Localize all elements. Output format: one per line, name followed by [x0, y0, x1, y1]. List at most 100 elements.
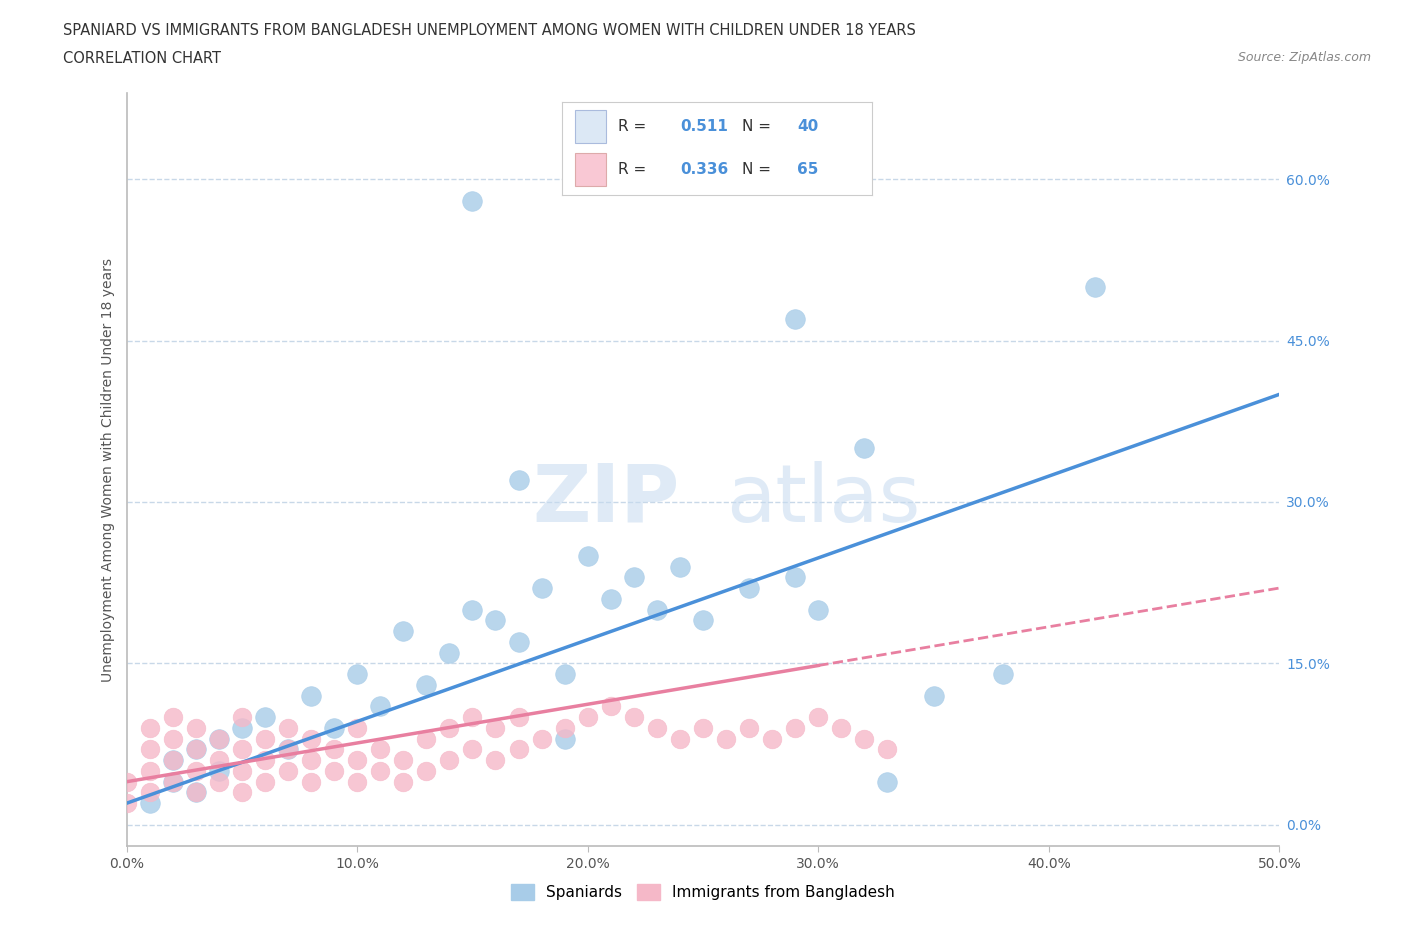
Point — [669, 731, 692, 746]
Point — [299, 752, 322, 767]
Point — [484, 613, 506, 628]
Point — [231, 710, 253, 724]
Point — [807, 710, 830, 724]
Text: CORRELATION CHART: CORRELATION CHART — [63, 51, 221, 66]
Point — [138, 785, 160, 800]
Bar — [575, 110, 606, 143]
Point — [277, 721, 299, 736]
Point — [184, 742, 207, 757]
Point — [1084, 279, 1107, 294]
Point — [853, 441, 876, 456]
Point — [162, 731, 184, 746]
Point — [323, 764, 346, 778]
Point — [669, 559, 692, 574]
Point — [115, 796, 138, 811]
Y-axis label: Unemployment Among Women with Children Under 18 years: Unemployment Among Women with Children U… — [101, 258, 115, 682]
Point — [208, 752, 231, 767]
Point — [554, 731, 576, 746]
Point — [645, 721, 668, 736]
Point — [785, 312, 807, 326]
Point — [138, 721, 160, 736]
Point — [623, 570, 645, 585]
Point — [439, 645, 461, 660]
Point — [299, 775, 322, 790]
Point — [162, 752, 184, 767]
Point — [415, 731, 437, 746]
Legend: Spaniards, Immigrants from Bangladesh: Spaniards, Immigrants from Bangladesh — [505, 878, 901, 907]
Point — [461, 193, 484, 208]
Point — [231, 764, 253, 778]
Point — [231, 785, 253, 800]
Point — [554, 721, 576, 736]
Point — [692, 721, 714, 736]
Text: 0.336: 0.336 — [681, 162, 728, 177]
Text: 0.511: 0.511 — [681, 119, 728, 134]
Point — [299, 731, 322, 746]
Point — [253, 752, 276, 767]
Point — [876, 775, 898, 790]
Point — [738, 580, 761, 595]
Point — [162, 752, 184, 767]
Text: ZIP: ZIP — [533, 460, 681, 538]
Point — [576, 549, 599, 564]
Point — [738, 721, 761, 736]
Point — [346, 667, 368, 682]
Point — [138, 742, 160, 757]
Point — [277, 764, 299, 778]
Point — [253, 775, 276, 790]
Point — [415, 677, 437, 692]
Text: atlas: atlas — [725, 460, 921, 538]
Text: 65: 65 — [797, 162, 818, 177]
Point — [785, 721, 807, 736]
Point — [208, 775, 231, 790]
Point — [623, 710, 645, 724]
Point — [346, 752, 368, 767]
Point — [162, 775, 184, 790]
Point — [508, 742, 530, 757]
Point — [785, 570, 807, 585]
Point — [138, 764, 160, 778]
Point — [346, 775, 368, 790]
Point — [991, 667, 1014, 682]
Point — [508, 634, 530, 649]
Point — [231, 742, 253, 757]
Point — [323, 721, 346, 736]
Point — [830, 721, 852, 736]
Point — [692, 613, 714, 628]
Point — [184, 785, 207, 800]
Point — [461, 602, 484, 617]
Point — [599, 699, 621, 714]
Point — [807, 602, 830, 617]
Point — [115, 775, 138, 790]
Point — [415, 764, 437, 778]
Point — [392, 752, 415, 767]
Bar — [575, 153, 606, 186]
Point — [184, 785, 207, 800]
Point — [461, 742, 484, 757]
Point — [599, 591, 621, 606]
Point — [253, 710, 276, 724]
Point — [439, 721, 461, 736]
Point — [484, 721, 506, 736]
Point — [461, 710, 484, 724]
Point — [368, 764, 391, 778]
Text: N =: N = — [742, 162, 776, 177]
Point — [299, 688, 322, 703]
Point — [162, 710, 184, 724]
Point — [346, 721, 368, 736]
Point — [208, 764, 231, 778]
Point — [184, 764, 207, 778]
Text: 40: 40 — [797, 119, 818, 134]
Point — [323, 742, 346, 757]
Text: N =: N = — [742, 119, 776, 134]
Point — [645, 602, 668, 617]
Point — [922, 688, 945, 703]
Point — [138, 796, 160, 811]
Text: SPANIARD VS IMMIGRANTS FROM BANGLADESH UNEMPLOYMENT AMONG WOMEN WITH CHILDREN UN: SPANIARD VS IMMIGRANTS FROM BANGLADESH U… — [63, 23, 917, 38]
Point — [576, 710, 599, 724]
Point — [162, 775, 184, 790]
Point — [761, 731, 783, 746]
Point — [368, 742, 391, 757]
Point — [277, 742, 299, 757]
Point — [368, 699, 391, 714]
